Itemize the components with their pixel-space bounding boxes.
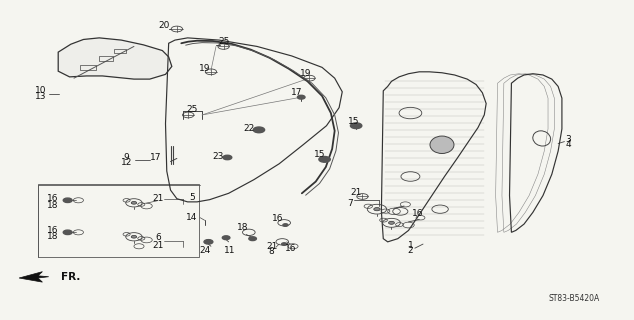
Circle shape (297, 95, 305, 99)
Text: 25: 25 (218, 37, 230, 46)
Bar (81, 65, 96, 70)
Text: FR.: FR. (61, 272, 81, 282)
Text: 1: 1 (408, 241, 413, 250)
Circle shape (281, 243, 287, 245)
Circle shape (283, 224, 288, 226)
Text: 16: 16 (48, 194, 59, 203)
Circle shape (249, 237, 256, 241)
Text: 15: 15 (348, 117, 359, 126)
Circle shape (319, 156, 330, 162)
Circle shape (131, 202, 137, 204)
Text: 17: 17 (150, 153, 162, 162)
Text: 15: 15 (314, 150, 326, 159)
Text: 17: 17 (291, 88, 302, 97)
Circle shape (389, 221, 394, 224)
Circle shape (63, 198, 72, 203)
Polygon shape (58, 38, 172, 79)
Text: 11: 11 (224, 246, 236, 255)
Text: 23: 23 (213, 152, 224, 161)
Text: 21: 21 (152, 194, 164, 203)
Text: 3: 3 (566, 135, 571, 144)
Circle shape (63, 230, 72, 235)
Text: 16: 16 (272, 214, 283, 223)
Text: 10: 10 (35, 86, 46, 95)
Text: 21: 21 (152, 241, 164, 250)
Text: 18: 18 (48, 201, 59, 210)
Circle shape (223, 236, 230, 240)
Text: 4: 4 (566, 140, 571, 149)
Circle shape (351, 123, 362, 129)
Text: 2: 2 (408, 246, 413, 255)
Text: 18: 18 (236, 223, 249, 232)
Text: 18: 18 (48, 232, 59, 241)
Text: 19: 19 (199, 64, 210, 73)
Text: 13: 13 (35, 92, 46, 101)
Text: 24: 24 (199, 246, 210, 255)
Text: 25: 25 (186, 105, 198, 114)
Text: 20: 20 (158, 21, 170, 30)
Ellipse shape (430, 136, 454, 154)
Text: 12: 12 (120, 158, 132, 167)
Circle shape (223, 155, 232, 160)
Text: 8: 8 (269, 247, 275, 257)
Polygon shape (19, 272, 49, 282)
Text: 7: 7 (347, 199, 353, 208)
Text: 21: 21 (266, 242, 277, 251)
Text: 16: 16 (285, 244, 296, 253)
Text: 5: 5 (189, 193, 195, 202)
Bar (100, 56, 113, 61)
Text: 9: 9 (124, 153, 129, 162)
Text: 16: 16 (412, 209, 424, 218)
Bar (38, 184, 199, 257)
Circle shape (131, 236, 137, 238)
Text: 14: 14 (186, 213, 198, 222)
Text: 16: 16 (48, 226, 59, 235)
Circle shape (253, 127, 264, 133)
Circle shape (204, 240, 213, 244)
Text: 21: 21 (351, 188, 362, 197)
Bar (113, 49, 126, 53)
Text: 19: 19 (300, 69, 311, 78)
Text: 22: 22 (243, 124, 254, 133)
Text: 6: 6 (155, 233, 161, 242)
Circle shape (374, 208, 380, 211)
Text: ST83-B5420A: ST83-B5420A (549, 294, 600, 303)
